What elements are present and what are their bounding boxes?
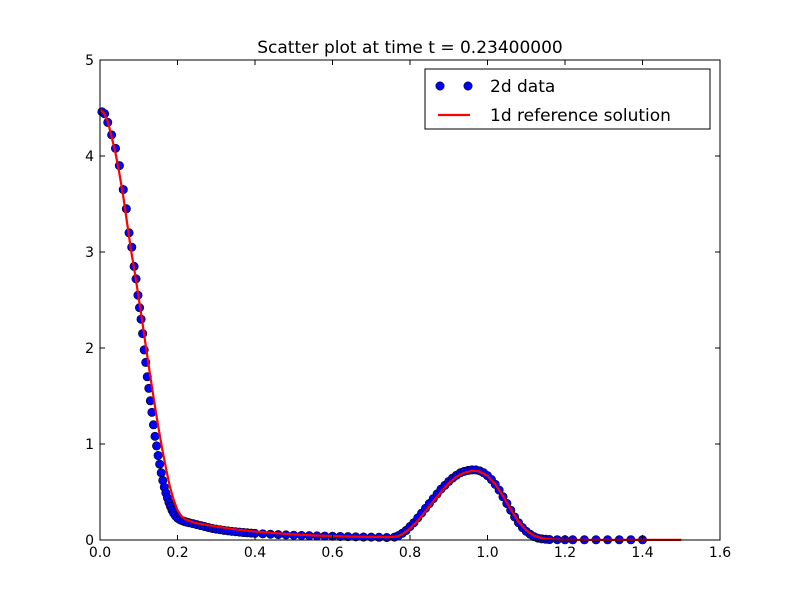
x-tick-label: 0.0 xyxy=(89,545,111,561)
x-tick-label: 1.6 xyxy=(709,545,731,561)
scatter-point xyxy=(153,451,163,461)
x-tick-label: 1.4 xyxy=(631,545,653,561)
scatter-point xyxy=(155,459,165,469)
legend-label-1d-reference: 1d reference solution xyxy=(490,106,671,126)
data-layer xyxy=(97,107,682,545)
scatter-point xyxy=(150,431,160,441)
y-tick-label: 3 xyxy=(85,245,94,261)
y-tick-label: 5 xyxy=(85,53,94,69)
y-tick-label: 0 xyxy=(85,533,94,549)
legend-box xyxy=(424,68,711,130)
x-tick-label: 0.4 xyxy=(244,545,266,561)
axis-ticks: 0.0 0.2 0.4 0.6 0.8 1.0 1.2 1.4 1.6 0 1 2 3 4 5 xyxy=(85,53,731,561)
y-tick-label: 4 xyxy=(85,149,94,165)
chart-title: Scatter plot at time t = 0.23400000 xyxy=(257,38,563,58)
legend: 2d data 1d reference solution xyxy=(424,68,711,130)
scatter-point xyxy=(156,468,166,478)
plot-frame xyxy=(99,59,721,541)
legend-marker-2d-data xyxy=(463,81,473,91)
x-tick-label: 0.8 xyxy=(399,545,421,561)
legend-marker-2d-data xyxy=(435,81,445,91)
y-tick-label: 1 xyxy=(85,437,94,453)
scatter-point xyxy=(265,529,275,539)
x-tick-label: 1.2 xyxy=(554,545,576,561)
y-tick-label: 2 xyxy=(85,341,94,357)
scatter-point xyxy=(152,441,162,451)
x-tick-label: 0.2 xyxy=(166,545,188,561)
legend-label-2d-data: 2d data xyxy=(490,77,555,97)
reference-line xyxy=(99,109,682,542)
x-tick-label: 1.0 xyxy=(476,545,498,561)
x-tick-label: 0.6 xyxy=(321,545,343,561)
